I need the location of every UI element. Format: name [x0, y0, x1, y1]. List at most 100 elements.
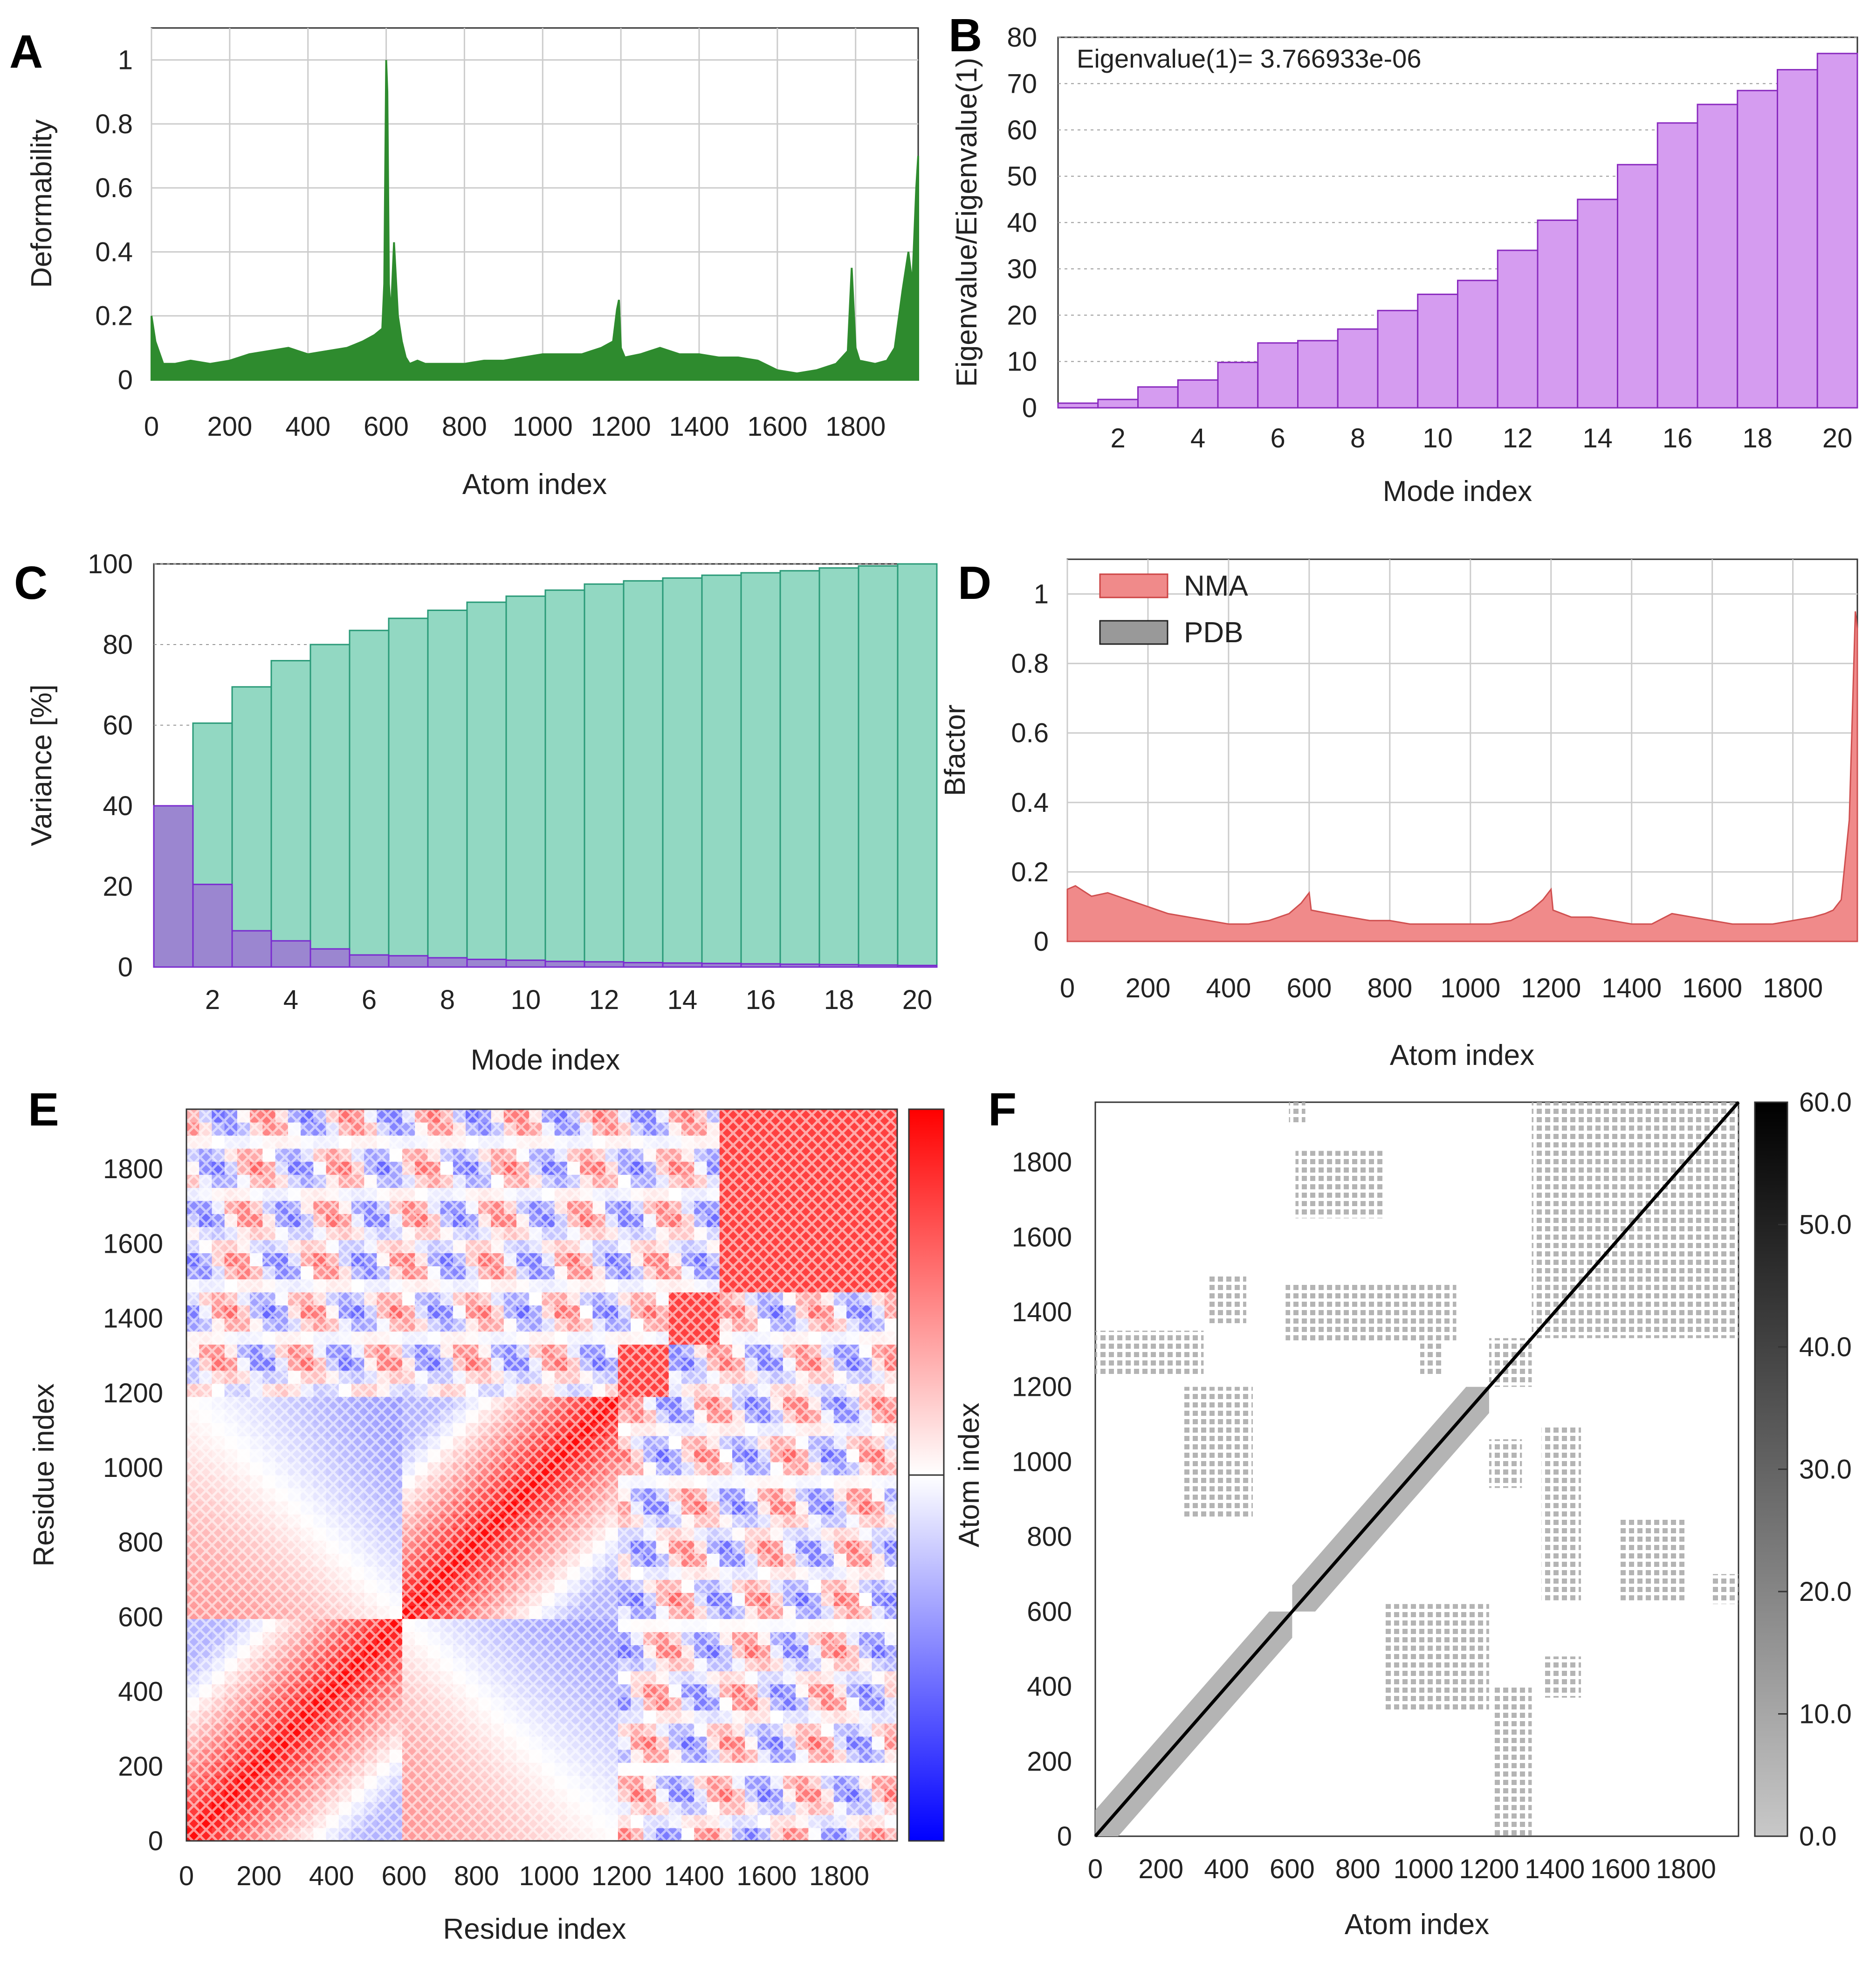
x-tick-label-9: 1800 — [1656, 1854, 1716, 1884]
y-tick-label-6: 1200 — [1012, 1372, 1072, 1402]
eigen-bar-3 — [1137, 386, 1179, 409]
legend-swatch-nma — [1099, 573, 1168, 598]
contact-patch-8 — [1295, 1151, 1384, 1219]
individual-bar-3 — [231, 930, 272, 968]
y-tick-label-8: 80 — [1007, 22, 1037, 53]
contact-patch-12 — [1492, 1686, 1532, 1836]
panel-b-x-label: Mode index — [1383, 475, 1532, 508]
panel-b-title: Eigenvalue(1)= 3.766933e-06 — [1077, 44, 1421, 73]
panel-a-x-label: Atom index — [462, 468, 607, 501]
panel-f-contact-map: 0 200 400 600 800 1000 1200 1400 1600 1800 020040… — [1012, 1087, 1852, 1941]
individual-bar-9 — [466, 959, 507, 968]
x-tick-label-0: 0 — [179, 1861, 194, 1891]
panel-d-x-ticks: 0 200 400 600 800 1000 1200 1400 1600 1800 — [1060, 973, 1823, 1003]
eigen-bar-6 — [1257, 342, 1299, 409]
contact-patch-10 — [1420, 1334, 1443, 1376]
y-tick-label-3: 0.6 — [1011, 718, 1049, 748]
cumulative-bar-7 — [388, 618, 429, 968]
y-tick-label-4: 0.8 — [95, 109, 133, 139]
x-tick-label-0: 0 — [144, 412, 159, 442]
eigen-bar-5 — [1217, 362, 1259, 409]
x-tick-label-3: 600 — [1286, 973, 1332, 1003]
y-tick-label-0: 0 — [1034, 927, 1049, 957]
cumulative-bar-9 — [466, 601, 507, 968]
cumulative-bar-10 — [505, 595, 546, 968]
individual-bar-5 — [309, 948, 350, 968]
y-tick-label-6: 1200 — [103, 1378, 163, 1408]
y-tick-label-5: 1 — [118, 45, 133, 76]
cumulative-bar-13 — [623, 580, 664, 968]
panel-e-y-ticks: 0 200 400 600 800 1000 1200 1400 1600 1800 — [103, 1154, 163, 1856]
x-tick-label-3: 600 — [1270, 1854, 1315, 1884]
eigen-bar-9 — [1377, 309, 1419, 409]
panel-d-y-ticks: 0 0.2 0.4 0.6 0.8 1 — [1011, 579, 1049, 957]
cumulative-bar-15 — [701, 574, 742, 968]
panel-c-x-ticks: 2 4 6 8 10 12 14 16 18 20 — [205, 985, 932, 1015]
panel-d-legend: NMA PDB — [1099, 570, 1248, 649]
individual-bar-7 — [388, 955, 429, 968]
contact-patch-17 — [1712, 1574, 1739, 1604]
eigen-bar-13 — [1537, 220, 1579, 409]
cumulative-bar-18 — [818, 567, 859, 968]
y-tick-label-8: 1600 — [103, 1229, 163, 1259]
colorbar-tick-label-0: 0.0 — [1799, 1821, 1837, 1852]
individual-bar-8 — [427, 957, 468, 968]
panel-c-y-ticks: 0 20 40 60 80 100 — [88, 549, 133, 982]
x-tick-label-6: 1200 — [1459, 1854, 1519, 1884]
panel-d-plot-area — [1066, 558, 1858, 942]
individual-bar-6 — [349, 954, 390, 968]
y-tick-label-5: 50 — [1007, 161, 1037, 192]
eigen-bar-8 — [1337, 328, 1379, 409]
y-tick-label-2: 400 — [118, 1677, 163, 1707]
panel-e-heatmap — [186, 1109, 898, 1841]
y-tick-label-3: 0.6 — [95, 173, 133, 203]
panel-f-x-ticks: 0 200 400 600 800 1000 1200 1400 1600 1800 — [1088, 1854, 1716, 1884]
cumulative-bar-12 — [584, 583, 625, 968]
x-tick-label-2: 400 — [1204, 1854, 1249, 1884]
individual-bar-19 — [858, 964, 899, 968]
contact-patch-16 — [1620, 1517, 1686, 1600]
y-tick-label-1: 20 — [103, 872, 133, 902]
x-tick-label-8: 1600 — [736, 1861, 797, 1891]
x-tick-label-9: 1800 — [1763, 973, 1823, 1003]
contact-patch-5 — [1184, 1386, 1253, 1518]
y-tick-label-5: 1 — [1034, 579, 1049, 610]
panel-e-x-label: Residue index — [443, 1913, 626, 1945]
eigen-bar-14 — [1577, 199, 1618, 409]
panel-e-correlation-map: 0 200 400 600 800 1000 1200 1400 1600 1800 0 200 40… — [28, 1108, 985, 1945]
x-tick-label-6: 14 — [1582, 423, 1613, 453]
x-tick-label-2: 6 — [362, 985, 377, 1015]
legend-swatch-pdb — [1099, 620, 1168, 645]
y-tick-label-8: 1600 — [1012, 1222, 1072, 1252]
heat-texture — [186, 1109, 897, 1841]
x-tick-label-6: 14 — [667, 985, 698, 1015]
contact-patch-6 — [1207, 1274, 1246, 1324]
y-tick-label-7: 70 — [1007, 69, 1037, 99]
y-tick-label-0: 0 — [148, 1826, 163, 1856]
x-tick-label-1: 200 — [1138, 1854, 1183, 1884]
y-tick-label-1: 200 — [118, 1751, 163, 1782]
x-tick-label-5: 12 — [589, 985, 619, 1015]
x-tick-label-8: 1600 — [1590, 1854, 1650, 1884]
y-tick-label-2: 0.4 — [1011, 788, 1049, 818]
colorbar-tick-label-3: 30.0 — [1799, 1455, 1852, 1485]
x-tick-label-0: 2 — [205, 985, 220, 1015]
y-tick-label-0: 0 — [1057, 1821, 1072, 1852]
eigen-bar-17 — [1697, 103, 1739, 409]
eigen-bar-12 — [1497, 249, 1539, 409]
panel-c-x-label: Mode index — [471, 1044, 620, 1076]
y-tick-label-4: 40 — [1007, 208, 1037, 238]
x-tick-label-7: 1400 — [1525, 1854, 1585, 1884]
eigen-bar-20 — [1816, 53, 1858, 409]
panel-d-bfactor-chart: 0 200 400 600 800 1000 1200 1400 1600 1800 0 0.2 0.… — [939, 558, 1858, 1071]
contact-patch-13 — [1489, 1439, 1522, 1488]
y-tick-label-5: 100 — [88, 549, 133, 579]
individual-bar-2 — [192, 884, 233, 968]
cumulative-bar-4 — [270, 660, 311, 968]
y-tick-label-7: 1400 — [103, 1304, 163, 1334]
contact-patch-11 — [1384, 1604, 1489, 1713]
panel-d-x-label: Atom index — [1390, 1039, 1534, 1071]
eigen-bar-19 — [1777, 69, 1818, 409]
x-tick-label-7: 16 — [746, 985, 776, 1015]
eigen-bar-18 — [1737, 89, 1778, 409]
